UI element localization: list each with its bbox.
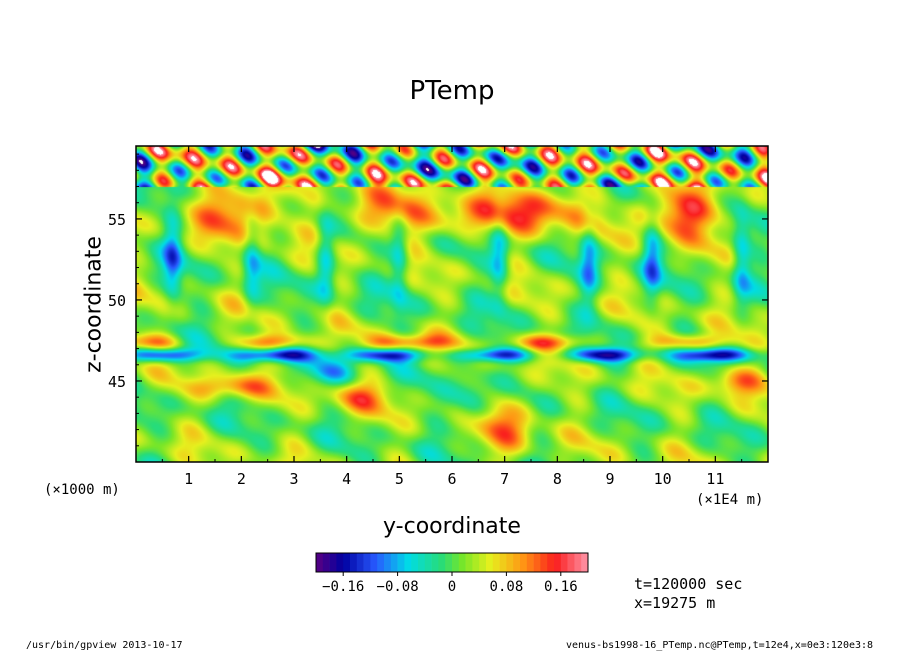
colorbar-cell: [343, 553, 351, 572]
colorbar-cell: [377, 553, 385, 572]
colorbar-cell: [445, 553, 453, 572]
y-axis-label: z-coordinate: [81, 236, 107, 373]
x-tick-label: 3: [289, 470, 298, 488]
colorbar-cell: [404, 553, 412, 572]
colorbar-cell: [567, 553, 575, 572]
colorbar-tick-label: −0.08: [377, 579, 419, 595]
y-tick-label: 45: [108, 373, 126, 391]
colorbar-cell: [452, 553, 460, 572]
colorbar-cell: [329, 553, 337, 572]
colorbar-tick-label: −0.16: [322, 579, 364, 595]
heatmap-field: [136, 146, 768, 462]
colorbar-tick-label: 0: [448, 579, 456, 595]
colorbar-cell: [479, 553, 487, 572]
colorbar-cell: [465, 553, 473, 572]
colorbar-cell: [492, 553, 500, 572]
colorbar-cell: [370, 553, 378, 572]
colorbar-tick-label: 0.16: [544, 579, 578, 595]
colorbar-cell: [526, 553, 534, 572]
colorbar-cell: [411, 553, 419, 572]
colorbar-cell: [547, 553, 555, 572]
colorbar-cell: [540, 553, 548, 572]
colorbar-cell: [397, 553, 405, 572]
colorbar-cell: [574, 553, 582, 572]
colorbar-cell: [520, 553, 528, 572]
x-axis-unit-right: (×1E4 m): [696, 492, 764, 508]
colorbar-cell: [356, 553, 364, 572]
colorbar-tick-label: 0.08: [490, 579, 524, 595]
x-tick-label: 1: [184, 470, 193, 488]
x-tick-label: 9: [605, 470, 614, 488]
footer-source: venus-bs1998-16_PTemp.nc@PTemp,t=12e4,x=…: [566, 640, 874, 651]
x-tick-label: 7: [500, 470, 509, 488]
x-tick-label: 10: [654, 470, 672, 488]
colorbar-cell: [554, 553, 562, 572]
x-tick-label: 2: [237, 470, 246, 488]
colorbar-cell: [472, 553, 480, 572]
colorbar-cell: [506, 553, 514, 572]
colorbar-cell: [390, 553, 398, 572]
x-tick-label: 11: [706, 470, 724, 488]
y-tick-label: 50: [108, 292, 126, 310]
colorbar-cell: [363, 553, 371, 572]
colorbar-cell: [513, 553, 521, 572]
colorbar-cell: [316, 553, 324, 572]
colorbar-cell: [486, 553, 494, 572]
x-tick-label: 4: [342, 470, 351, 488]
colorbar-cell: [581, 553, 589, 572]
colorbar-cell: [438, 553, 446, 572]
position-info: x=19275 m: [634, 594, 716, 612]
colorbar-cell: [560, 553, 568, 572]
colorbar-cell: [458, 553, 466, 572]
chart-title: PTemp: [409, 76, 495, 106]
colorbar-cell: [418, 553, 426, 572]
time-info: t=120000 sec: [634, 575, 743, 593]
colorbar-cell: [533, 553, 541, 572]
colorbar-cell: [431, 553, 439, 572]
colorbar-cell: [350, 553, 358, 572]
plot-area: [135, 145, 769, 463]
x-tick-label: 8: [553, 470, 562, 488]
x-axis-unit-left: (×1000 m): [44, 482, 120, 498]
colorbar-cell: [336, 553, 344, 572]
colorbar-cell: [322, 553, 330, 572]
colorbar-cell: [424, 553, 432, 572]
colorbar: −0.16 −0.08 0 0.08 0.16: [315, 552, 589, 595]
footer-program: /usr/bin/gpview 2013-10-17: [26, 640, 183, 651]
y-tick-label: 55: [108, 211, 126, 229]
x-tick-label: 6: [447, 470, 456, 488]
colorbar-cell: [499, 553, 507, 572]
x-axis-label: y-coordinate: [383, 514, 521, 539]
colorbar-cell: [384, 553, 392, 572]
x-tick-label: 5: [395, 470, 404, 488]
